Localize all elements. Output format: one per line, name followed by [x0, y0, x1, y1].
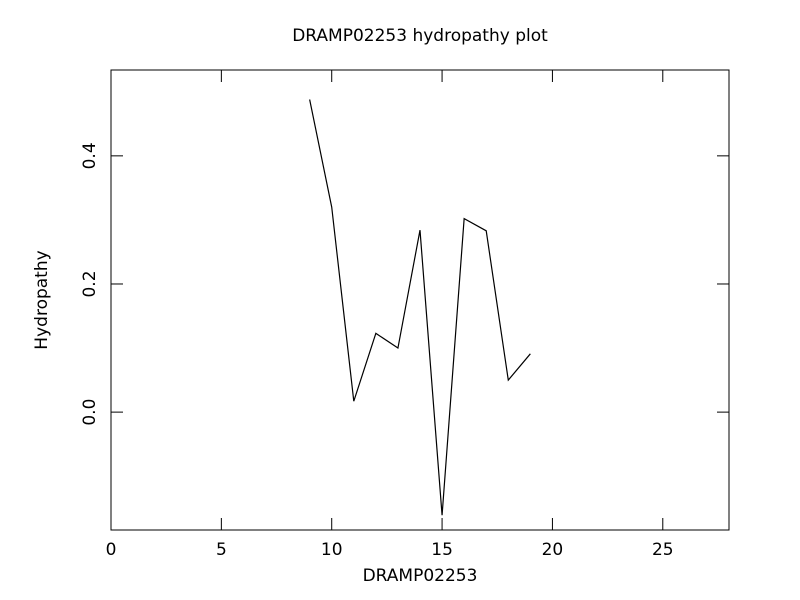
x-tick-label: 25 [652, 540, 674, 560]
y-tick-label: 0.4 [80, 142, 100, 169]
x-tick-label: 15 [431, 540, 453, 560]
y-tick-label: 0.2 [80, 270, 100, 297]
x-axis-label: DRAMP02253 [363, 566, 478, 586]
y-tick-label: 0.0 [80, 399, 100, 426]
chart-title: DRAMP02253 hydropathy plot [292, 26, 548, 46]
x-tick-label: 0 [106, 540, 117, 560]
plot-frame [110, 69, 730, 531]
x-tick-label: 10 [321, 540, 343, 560]
y-axis-label: Hydropathy [32, 250, 52, 349]
x-tick-label: 5 [216, 540, 227, 560]
data-line [309, 99, 531, 516]
x-tick-label: 20 [542, 540, 564, 560]
